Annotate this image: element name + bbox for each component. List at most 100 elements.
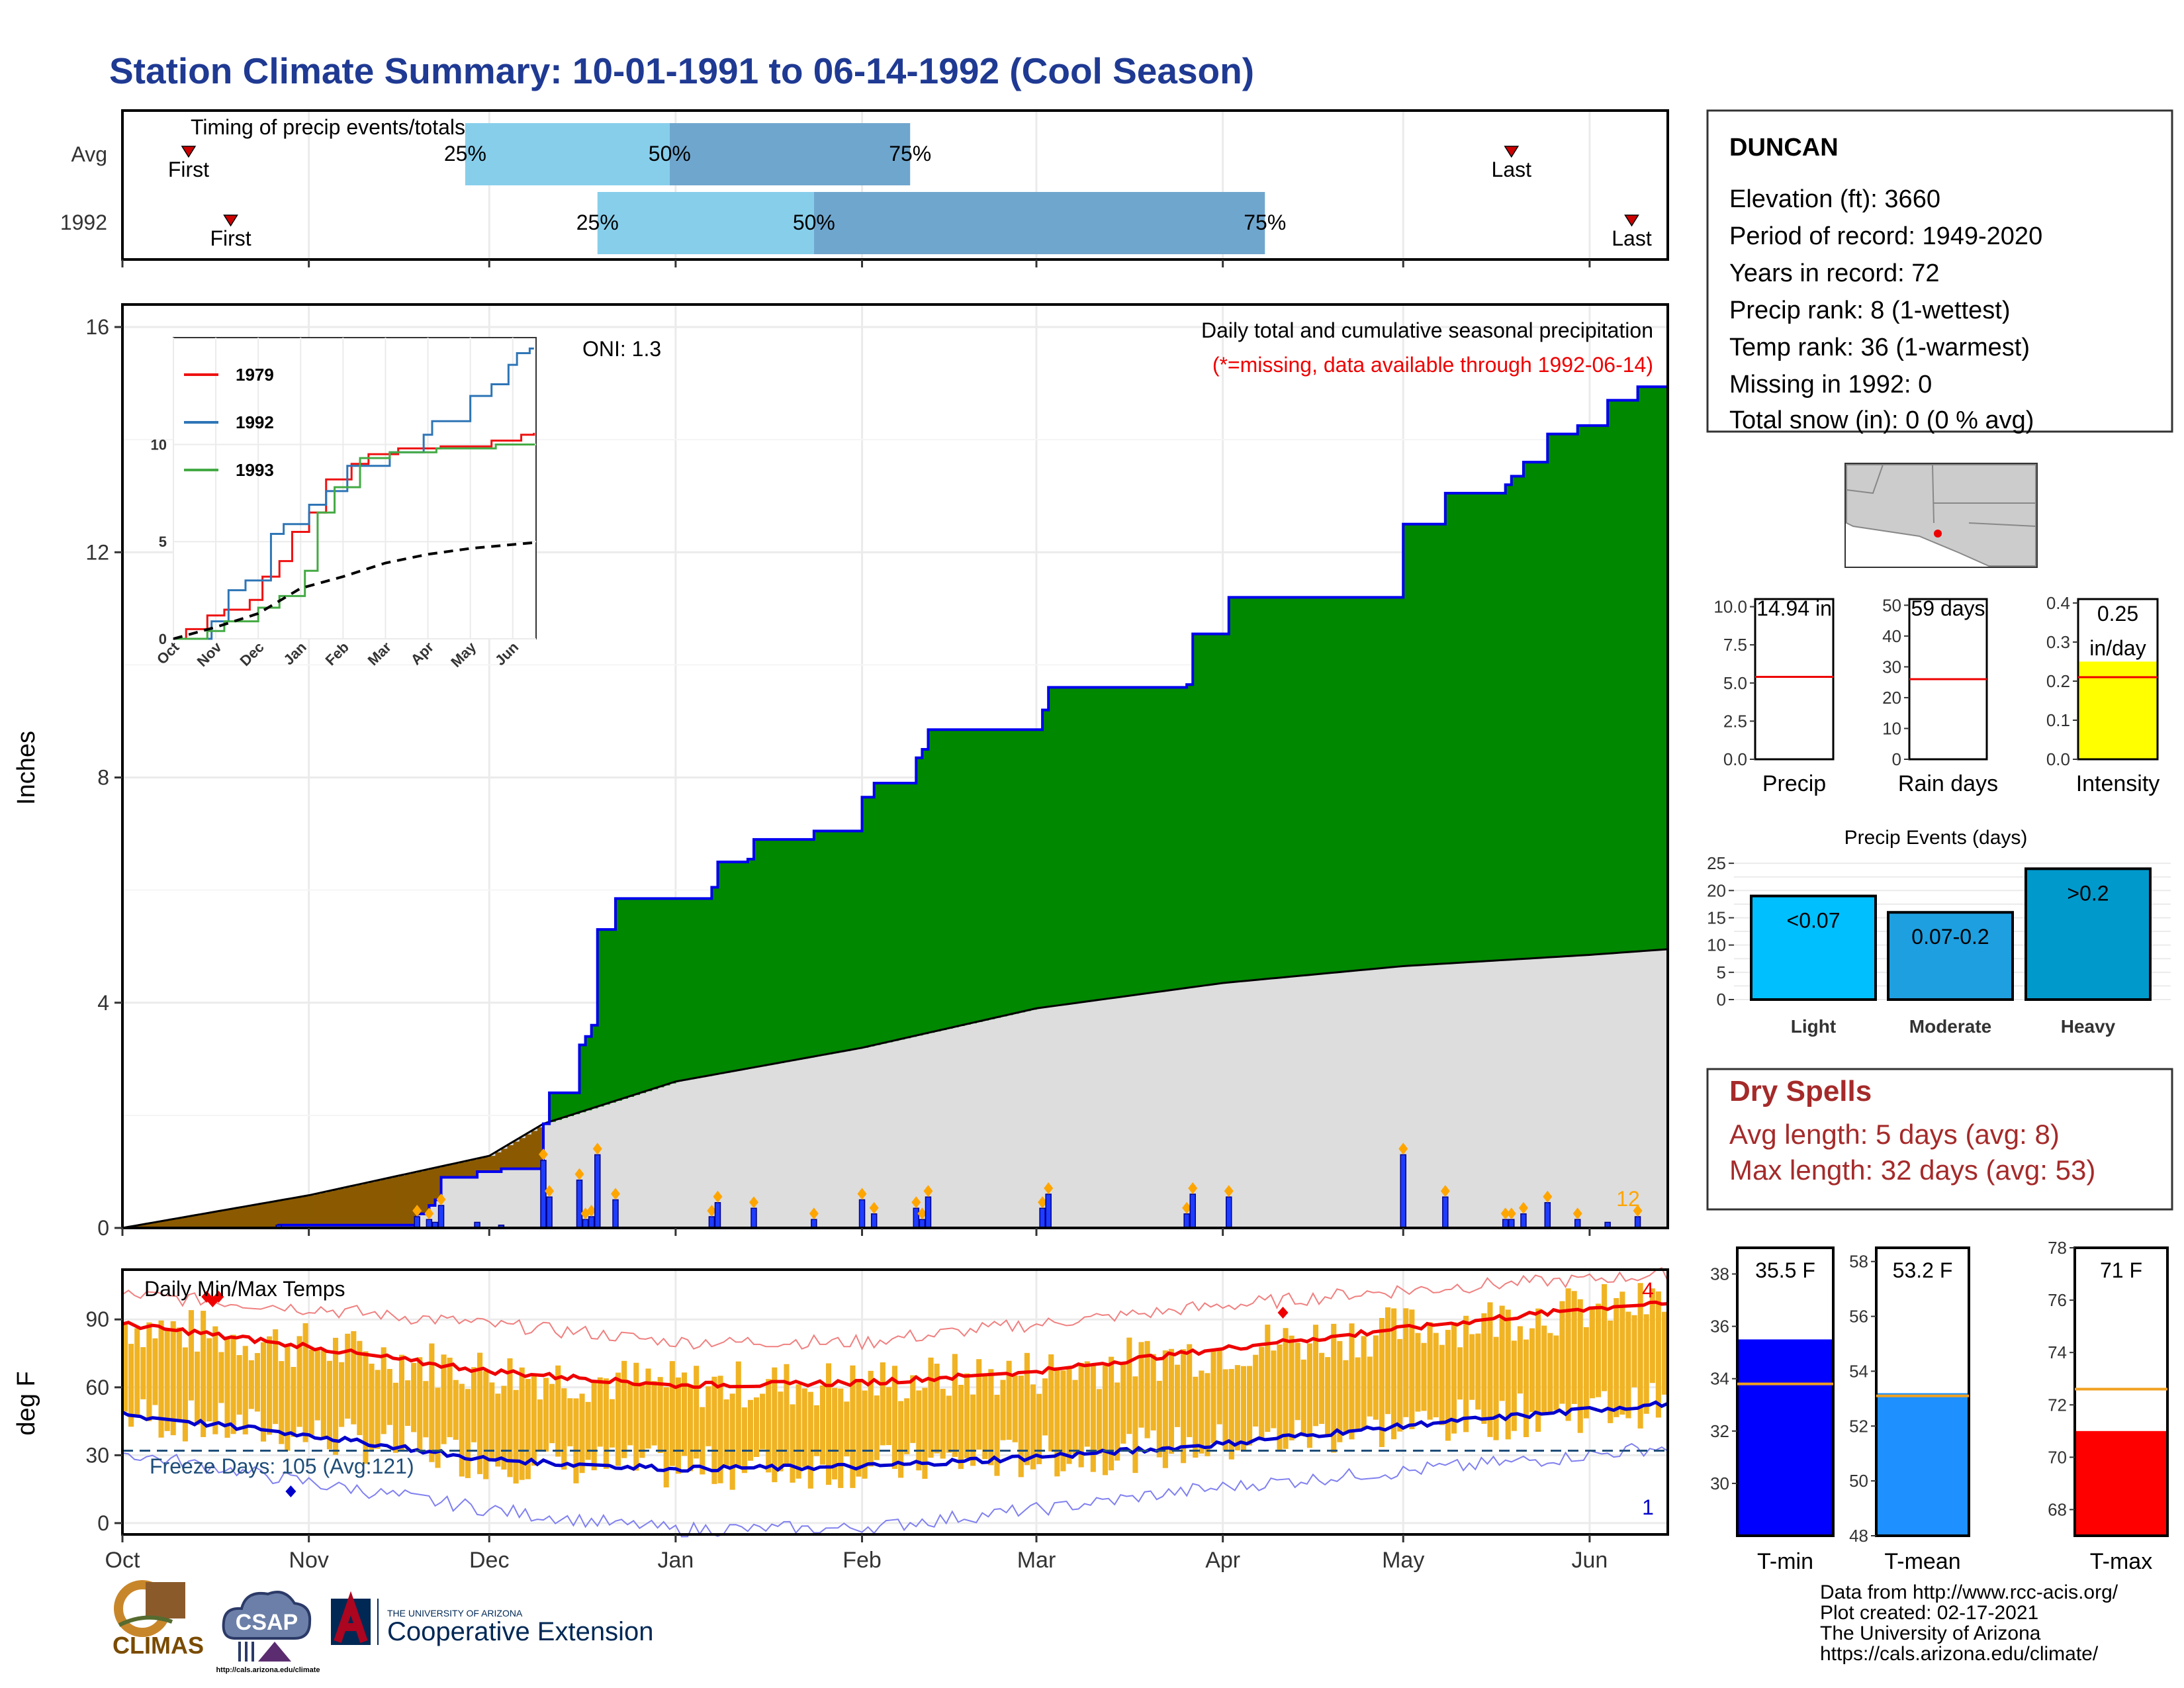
mini-bar-tick-label: 0.0 bbox=[1723, 749, 1747, 769]
above-average-fill bbox=[1042, 710, 1049, 1008]
daily-temp-range-bar bbox=[387, 1369, 392, 1425]
above-average-fill bbox=[1535, 462, 1542, 959]
month-tick-label: Feb bbox=[842, 1548, 882, 1573]
daily-temp-range-bar bbox=[1216, 1348, 1222, 1425]
mini-bar-tick-label: 5.0 bbox=[1723, 673, 1747, 693]
temp-summary-border bbox=[1736, 1246, 1835, 1537]
below-average-fill bbox=[201, 1214, 207, 1228]
below-average-fill bbox=[320, 1192, 328, 1225]
above-average-fill bbox=[928, 729, 935, 1033]
above-average-fill bbox=[1421, 524, 1428, 965]
above-average-fill bbox=[1481, 492, 1488, 962]
precip-y-tick-label: 12 bbox=[85, 540, 109, 564]
above-average-fill bbox=[669, 898, 676, 1084]
heavy-event-marker bbox=[538, 1148, 548, 1160]
daily-temp-range-bar bbox=[158, 1320, 164, 1438]
above-average-fill bbox=[891, 783, 899, 1041]
daily-temp-range-bar bbox=[267, 1336, 273, 1435]
above-average-fill bbox=[609, 929, 616, 1103]
above-average-fill bbox=[1072, 687, 1079, 1004]
daily-temp-range-bar bbox=[1649, 1288, 1655, 1383]
heavy-event-marker bbox=[1543, 1190, 1553, 1203]
daily-temp-range-bar bbox=[1162, 1350, 1168, 1468]
daily-temp-range-bar bbox=[164, 1329, 170, 1431]
credits: Data from http://www.rcc-acis.org/ Plot … bbox=[1820, 1582, 2118, 1664]
events-tick-label: 10 bbox=[1707, 935, 1726, 955]
heavy-event-marker bbox=[1518, 1201, 1528, 1214]
precip-y-axis: 0 4 8 12 16 bbox=[85, 315, 1591, 1240]
daily-temp-range-bar bbox=[1018, 1376, 1024, 1477]
heavy-event-marker bbox=[869, 1201, 879, 1214]
daily-temp-range-bar bbox=[1493, 1336, 1499, 1440]
month-tick-label: Dec bbox=[469, 1548, 509, 1573]
credit-line: https://cals.arizona.edu/climate/ bbox=[1820, 1643, 2099, 1665]
above-average-fill bbox=[1499, 492, 1506, 961]
daily-temp-range-bar bbox=[1541, 1325, 1547, 1415]
above-average-fill bbox=[1541, 462, 1548, 958]
daily-temp-range-bar bbox=[195, 1351, 201, 1425]
daily-precip-bar bbox=[612, 1199, 619, 1229]
above-average-fill bbox=[1253, 597, 1259, 980]
below-average-fill bbox=[411, 1172, 418, 1225]
above-average-fill bbox=[1493, 492, 1500, 961]
daily-temp-range-bar bbox=[681, 1372, 688, 1456]
below-average-fill bbox=[314, 1194, 322, 1225]
above-average-fill bbox=[1319, 597, 1326, 974]
record-high-count: 4 bbox=[1642, 1278, 1654, 1302]
above-average-fill bbox=[663, 898, 670, 1086]
daily-temp-range-bar bbox=[392, 1382, 398, 1453]
above-average-fill bbox=[1415, 524, 1422, 966]
heavy-event-marker bbox=[574, 1168, 584, 1180]
daily-temp-range-bar bbox=[772, 1367, 778, 1483]
below-average-fill bbox=[369, 1182, 376, 1225]
daily-temp-range-bar bbox=[669, 1361, 675, 1466]
precip-y-axis-title: Inches bbox=[13, 731, 40, 805]
above-average-fill bbox=[760, 839, 766, 1066]
ua-top-text: THE UNIVERSITY OF ARIZONA bbox=[387, 1608, 523, 1618]
above-average-fill bbox=[688, 898, 694, 1080]
daily-temp-range-bar bbox=[573, 1398, 579, 1483]
timing-pct-label: 25% bbox=[576, 211, 619, 234]
daily-temp-range-bar bbox=[1240, 1366, 1247, 1450]
freeze-days-label: Freeze Days: 105 (Avg:121) bbox=[150, 1454, 414, 1478]
above-average-fill bbox=[1078, 687, 1085, 1003]
daily-temp-range-bar bbox=[1295, 1342, 1300, 1421]
below-average-fill bbox=[158, 1221, 165, 1228]
daily-temp-range-bar bbox=[1614, 1298, 1619, 1417]
daily-temp-range-bar bbox=[206, 1338, 212, 1422]
temp-lines bbox=[121, 1267, 1669, 1538]
temp-summary-tick-label: 36 bbox=[1710, 1317, 1729, 1336]
daily-temp-range-bar bbox=[700, 1407, 705, 1475]
daily-precip-bar bbox=[594, 1154, 601, 1229]
below-average-fill bbox=[381, 1179, 388, 1225]
above-average-fill bbox=[645, 898, 653, 1092]
daily-temp-range-bar bbox=[212, 1326, 218, 1434]
timing-pct-label: 75% bbox=[1244, 211, 1286, 234]
daily-temp-range-bar bbox=[459, 1383, 465, 1477]
mini-bar-value-label: 59 days bbox=[1911, 596, 1985, 620]
daily-temp-range-bar bbox=[717, 1376, 723, 1483]
daily-temp-range-bar bbox=[1511, 1340, 1517, 1431]
temp-summary-category-label: T-mean bbox=[1884, 1549, 1960, 1574]
below-average-fill bbox=[357, 1184, 364, 1225]
daily-temp-range-bar bbox=[1126, 1337, 1132, 1434]
above-average-fill bbox=[1337, 597, 1343, 972]
temp-y-axis: 0 30 60 90 bbox=[85, 1307, 122, 1535]
daily-precip-bar bbox=[751, 1207, 757, 1229]
heavy-event-marker bbox=[923, 1185, 933, 1197]
temp-summary-category-label: T-max bbox=[2090, 1549, 2152, 1574]
daily-temp-range-bar bbox=[1391, 1308, 1397, 1440]
above-average-fill bbox=[1024, 729, 1031, 1011]
daily-temp-range-bar bbox=[375, 1370, 381, 1449]
above-average-fill bbox=[796, 839, 803, 1060]
above-average-fill bbox=[1487, 492, 1494, 961]
above-average-fill bbox=[741, 862, 749, 1070]
below-average-fill bbox=[501, 1149, 508, 1169]
timing-marker bbox=[1504, 146, 1520, 158]
above-average-fill bbox=[639, 898, 647, 1094]
timing-bar-early bbox=[597, 192, 814, 254]
temp-summary-bar bbox=[1876, 1393, 1969, 1536]
above-average-fill bbox=[1451, 492, 1458, 964]
month-tick-label: May bbox=[1382, 1548, 1424, 1573]
above-average-fill bbox=[1523, 462, 1530, 959]
